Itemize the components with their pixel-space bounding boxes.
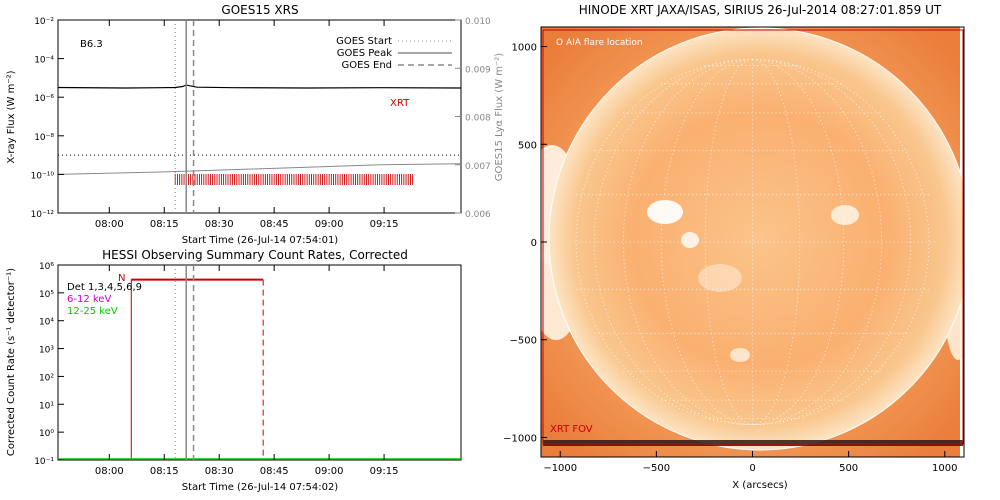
goes-lya-line <box>58 163 461 175</box>
xrt-fov-label: XRT FOV <box>550 424 593 435</box>
goes-y2-tick-label: 0.007 <box>465 162 491 172</box>
longitude-line <box>752 58 845 426</box>
goes-legend-peak: GOES Peak <box>337 48 392 59</box>
hessi-x-tick-label: 08:00 <box>95 466 124 477</box>
xrt-x-tick-label: 500 <box>839 463 858 474</box>
goes-y2-tick-label: 0.009 <box>465 65 491 75</box>
goes-x-tick-label: 09:00 <box>315 219 344 230</box>
longitude-line <box>752 58 882 426</box>
longitude-line <box>752 58 801 426</box>
hessi-x-tick-label: 08:15 <box>150 466 179 477</box>
xrt-x-tick-label: 0 <box>749 463 755 474</box>
hessi-y-tick-label: 10⁴ <box>39 318 54 328</box>
hessi-legend-det: Det 1,3,4,5,6,9 <box>67 282 142 293</box>
goes-y2-tick-label: 0.008 <box>465 114 491 124</box>
goes-x-tick-label: 08:45 <box>260 219 289 230</box>
heliographic-grid <box>569 58 936 426</box>
xrt-x-tick-label: −1000 <box>543 463 577 474</box>
goes-axes: 08:00 08:15 08:30 08:45 09:00 09:15 10⁻² 10⁻⁴ 10… <box>31 17 491 230</box>
hessi-plot-frame <box>57 264 462 461</box>
hessi-title: HESSI Observing Summary Count Rates, Cor… <box>102 248 408 262</box>
hessi-legend: Det 1,3,4,5,6,9 6-12 keV 12-25 keV <box>67 282 142 317</box>
hessi-axes: 08:00 08:15 08:30 08:45 09:00 09:15 10⁶ 10⁵ 10⁴ 1… <box>34 262 398 477</box>
goes-class-label: B6.3 <box>80 39 103 50</box>
hessi-y-tick-label: 10¹ <box>39 401 54 411</box>
active-region-2 <box>681 232 699 248</box>
xrt-fov-box <box>542 29 964 445</box>
hessi-night-label: N <box>118 273 125 284</box>
goes-xlabel: Start Time (26-Jul-14 07:54:01) <box>182 235 339 246</box>
goes-x-tick-label: 08:30 <box>205 219 234 230</box>
xrt-panel: HINODE XRT JAXA/ISAS, SIRIUS 26-Jul-2014… <box>503 3 965 491</box>
hessi-x-tick-label: 09:15 <box>370 466 399 477</box>
xrt-x-tick-label: −500 <box>643 463 670 474</box>
hessi-y-tick-label: 10³ <box>39 346 54 356</box>
xrt-xlabel: X (arcsecs) <box>732 480 788 491</box>
hessi-marks <box>58 265 461 460</box>
xrt-y-tick-label: −1000 <box>503 433 537 444</box>
goes-legend: GOES Start GOES Peak GOES End <box>336 36 452 71</box>
goes-legend-start: GOES Start <box>336 36 392 47</box>
longitude-line <box>660 58 753 426</box>
goes-legend-end: GOES End <box>342 60 392 71</box>
goes-y-tick-label: 10⁻¹⁰ <box>31 171 55 181</box>
active-region-3 <box>831 205 859 225</box>
goes-flux-line <box>58 84 461 89</box>
hessi-x-tick-label: 08:30 <box>205 466 234 477</box>
hessi-y-tick-label: 10⁰ <box>39 429 54 439</box>
goes-y-tick-label: 10⁻⁸ <box>34 133 54 143</box>
goes-y-tick-label: 10⁻² <box>34 17 54 27</box>
hessi-y-tick-label: 10⁻¹ <box>34 457 54 467</box>
goes-y-tick-label: 10⁻¹² <box>31 210 55 220</box>
goes-marks <box>58 20 461 213</box>
xrt-x-tick-label: 1000 <box>932 463 957 474</box>
xrt-y-tick-label: 500 <box>518 140 537 151</box>
goes-title: GOES15 XRS <box>221 3 298 17</box>
goes-y2label: GOES15 Lyα Flux (W m⁻²) <box>494 53 505 181</box>
goes-y-tick-label: 10⁻⁶ <box>34 94 54 104</box>
goes-y-tick-label: 10⁻⁴ <box>34 56 54 66</box>
active-region-5 <box>698 264 742 292</box>
hessi-legend-6-12: 6-12 keV <box>67 294 111 305</box>
goes-plot-frame <box>57 19 462 214</box>
active-region-1 <box>647 200 683 224</box>
hessi-y-tick-label: 10⁶ <box>39 262 54 272</box>
goes-y2-tick-label: 0.006 <box>465 210 491 220</box>
xrt-title: HINODE XRT JAXA/ISAS, SIRIUS 26-Jul-2014… <box>579 3 942 17</box>
hessi-ylabel: Corrected Count Rate (s⁻¹ detector⁻¹) <box>6 268 17 456</box>
hessi-panel: HESSI Observing Summary Count Rates, Cor… <box>6 248 462 493</box>
xrt-y-tick-label: 1000 <box>512 43 537 54</box>
hessi-y-tick-label: 10² <box>39 373 54 383</box>
longitude-line <box>623 58 753 426</box>
goes-x-tick-label: 09:15 <box>370 219 399 230</box>
xrt-y-tick-label: −500 <box>510 336 537 347</box>
goes-y2-tick-label: 0.010 <box>465 17 491 27</box>
hessi-x-tick-label: 09:00 <box>315 466 344 477</box>
ccd-dark-band <box>543 440 963 446</box>
goes-panel: GOES15 XRS 08:00 08:15 08:30 08:45 09:00 09:1… <box>6 3 505 246</box>
xrt-axes: −1000 −500 0 500 1000 1000 500 0 −500 −1000 <box>503 43 957 474</box>
xrt-image <box>541 27 964 457</box>
longitude-line <box>704 58 753 426</box>
xrt-y-tick-label: 0 <box>531 238 537 249</box>
hessi-x-tick-label: 08:45 <box>260 466 289 477</box>
goes-ylabel: X-ray Flux (W m⁻²) <box>6 70 17 163</box>
goes-xrt-annotation: XRT <box>390 98 410 109</box>
xrt-flare-label: O AIA flare location <box>556 38 643 48</box>
hessi-y-tick-label: 10⁵ <box>39 290 54 300</box>
solar-disk <box>548 27 964 451</box>
goes-xrt-coverage <box>174 174 414 185</box>
hessi-legend-12-25: 12-25 keV <box>67 306 118 317</box>
hessi-xlabel: Start Time (26-Jul-14 07:54:02) <box>182 482 339 493</box>
goes-x-tick-label: 08:00 <box>95 219 124 230</box>
active-region-4 <box>730 348 750 362</box>
goes-x-tick-label: 08:15 <box>150 219 179 230</box>
